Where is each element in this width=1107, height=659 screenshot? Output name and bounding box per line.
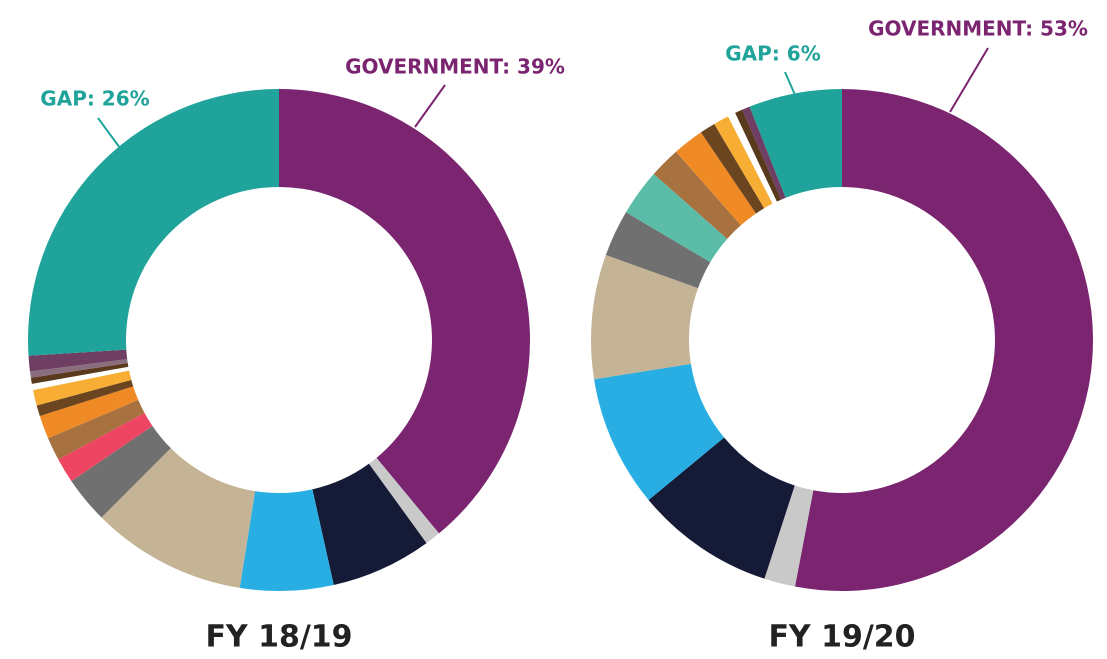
donut-segment (735, 109, 782, 202)
leader-line (784, 71, 796, 96)
donut-segment (28, 349, 128, 372)
donut-segment (728, 112, 777, 204)
leader-line (97, 117, 121, 149)
donut-segment (33, 370, 132, 406)
donut-segment (591, 254, 699, 380)
donut-segment (312, 463, 427, 585)
donut-segment (594, 363, 725, 500)
donut-segment (749, 89, 842, 198)
segment-label: GAP: 26% (40, 87, 149, 111)
donut-segment (605, 212, 711, 289)
donut-segment (101, 448, 256, 588)
donut-segment (48, 399, 145, 460)
leader-line (414, 84, 446, 128)
segment-label: GAP: 6% (725, 42, 820, 66)
donut-segment (653, 151, 741, 239)
donut-segment (700, 123, 765, 214)
donut-segment (58, 412, 153, 482)
donut-segment (764, 485, 814, 587)
donut-segment (676, 132, 757, 226)
segment-label: GOVERNMENT: 39% (345, 55, 565, 79)
donut-segment (36, 379, 134, 417)
donut-segment (71, 425, 171, 518)
donut-segment (30, 362, 129, 384)
donut-segment (648, 437, 795, 579)
donut-segment (742, 106, 786, 200)
donut-segment (27, 89, 279, 356)
donut-segment (29, 359, 128, 378)
donut-segment (714, 116, 773, 209)
chart-title: FY 19/20 (768, 620, 915, 655)
leader-line (949, 47, 989, 113)
donut-segment (368, 457, 439, 544)
donut-segment (279, 89, 530, 534)
segment-label: GOVERNMENT: 53% (868, 17, 1088, 41)
donut-segment (625, 174, 728, 263)
chart-title: FY 18/19 (205, 620, 352, 655)
donut-segment (31, 366, 130, 391)
donut-segment (794, 89, 1093, 591)
donut-segment (39, 386, 139, 439)
donut-segment (239, 489, 334, 592)
